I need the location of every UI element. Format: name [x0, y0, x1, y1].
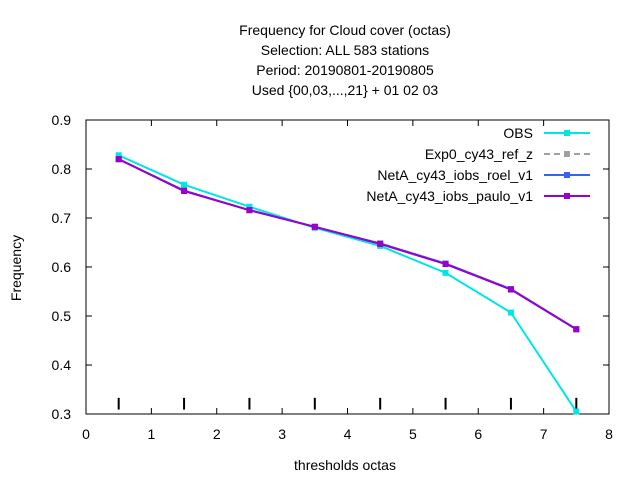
title-line-3: Period: 20190801-20190805 — [256, 62, 434, 78]
x-tick-label: 8 — [605, 426, 613, 442]
data-point — [181, 188, 188, 195]
data-point — [442, 269, 449, 276]
data-point — [507, 309, 514, 316]
series-line-4 — [118, 158, 577, 331]
data-point — [181, 181, 188, 188]
legend-label: Exp0_cy43_ref_z — [425, 146, 533, 162]
legend-marker — [564, 151, 570, 157]
x-tick-label: 2 — [213, 426, 221, 442]
x-tick-label: 4 — [344, 426, 352, 442]
x-axis-label: thresholds octas — [294, 457, 396, 473]
chart-title: Frequency for Cloud cover (octas) Select… — [239, 22, 451, 98]
legend-marker — [564, 172, 570, 178]
y-tick-label: 0.6 — [52, 259, 72, 275]
data-point — [311, 223, 318, 230]
legend-marker — [564, 130, 570, 136]
threshold-markers — [117, 397, 578, 410]
title-line-1: Frequency for Cloud cover (octas) — [239, 22, 451, 38]
y-axis: 0.3 0.4 0.5 0.6 0.7 0.8 0.9 — [52, 112, 609, 422]
x-tick-label: 7 — [540, 426, 548, 442]
legend-label: NetA_cy43_iobs_roel_v1 — [377, 167, 533, 183]
series-line-2 — [118, 158, 577, 331]
legend-label: NetA_cy43_iobs_paulo_v1 — [366, 188, 533, 204]
y-tick-label: 0.9 — [52, 112, 72, 128]
x-tick-label: 6 — [474, 426, 482, 442]
data-point — [246, 203, 253, 210]
y-tick-label: 0.8 — [52, 161, 72, 177]
series-lines — [115, 152, 580, 415]
plot-area-border — [85, 119, 610, 415]
data-point — [442, 261, 449, 268]
legend-label: OBS — [503, 125, 533, 141]
data-point — [507, 286, 514, 293]
data-point — [246, 207, 253, 214]
data-point — [573, 326, 580, 333]
title-line-4: Used {00,03,...,21} + 01 02 03 — [252, 82, 439, 98]
y-tick-label: 0.5 — [52, 308, 72, 324]
data-point — [573, 408, 580, 415]
legend: OBS Exp0_cy43_ref_z NetA_cy43_iobs_roel_v1… — [366, 125, 590, 204]
y-tick-label: 0.4 — [52, 357, 72, 373]
title-line-2: Selection: ALL 583 stations — [261, 42, 429, 58]
y-tick-label: 0.7 — [52, 210, 72, 226]
data-point — [115, 156, 122, 163]
x-tick-label: 0 — [82, 426, 90, 442]
x-tick-label: 5 — [409, 426, 417, 442]
data-point — [377, 240, 384, 247]
legend-marker — [564, 193, 570, 199]
series-line-1 — [118, 154, 578, 413]
series-line-3 — [118, 158, 577, 331]
x-axis: 0 1 2 3 4 5 6 7 8 — [82, 120, 613, 442]
y-tick-label: 0.3 — [52, 406, 72, 422]
x-tick-label: 3 — [278, 426, 286, 442]
data-point — [115, 152, 122, 159]
y-axis-label: Frequency — [8, 235, 24, 301]
x-tick-label: 1 — [147, 426, 155, 442]
